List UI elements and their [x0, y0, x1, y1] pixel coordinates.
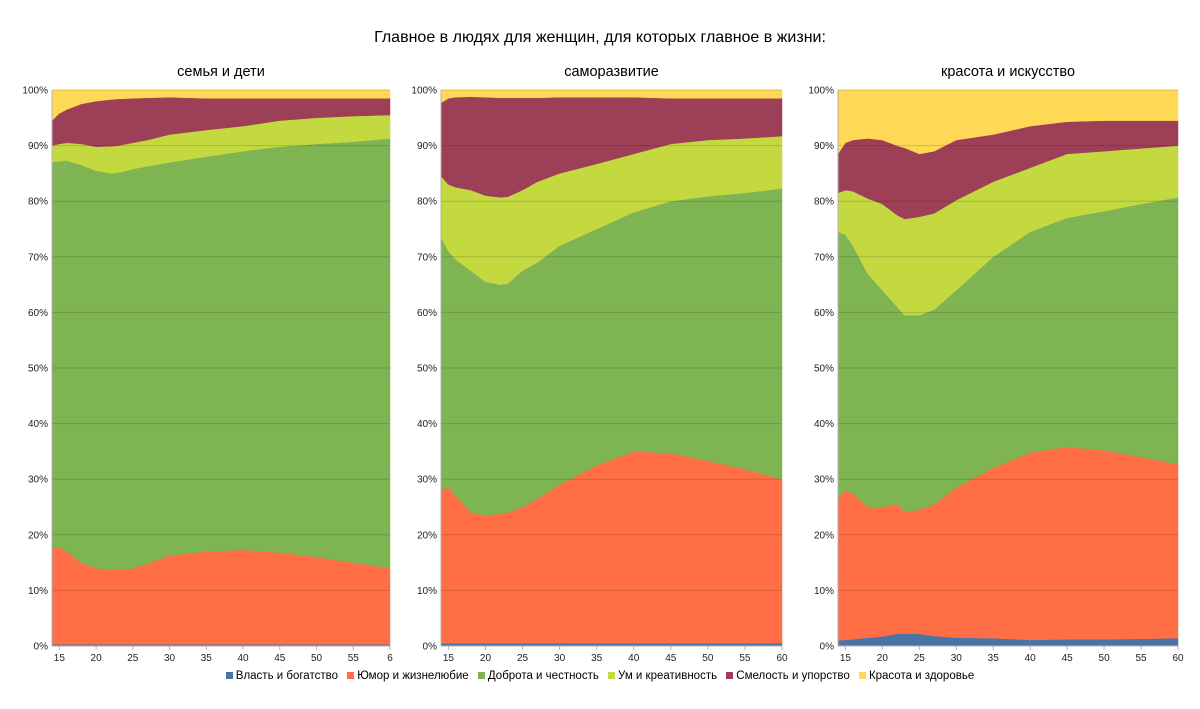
x-tick-label: 20 [91, 653, 103, 664]
legend-swatch [225, 672, 233, 679]
area-series-6 [440, 89, 783, 104]
legend-item-power: Власть и богатство [225, 670, 338, 682]
y-tick-label: 70% [417, 252, 437, 263]
x-tick-label: 6 [387, 653, 393, 664]
legend-label: Юмор и жизнелюбие [357, 670, 469, 682]
x-tick-label: 15 [443, 653, 455, 664]
legend-item-mind: Ум и креативность [608, 670, 717, 682]
x-tick-label: 50 [702, 653, 714, 664]
y-tick-label: 80% [28, 197, 48, 208]
y-tick-label: 10% [28, 586, 48, 597]
y-tick-label: 70% [814, 252, 834, 263]
legend-item-courage: Смелость и упорство [726, 670, 850, 682]
y-tick-label: 60% [28, 308, 48, 319]
chart-title: семья и дети [177, 64, 265, 80]
y-tick-label: 40% [417, 419, 437, 430]
x-tick-label: 20 [480, 653, 492, 664]
y-tick-label: 10% [417, 586, 437, 597]
y-tick-label: 80% [417, 197, 437, 208]
x-tick-label: 55 [1135, 653, 1147, 664]
legend-swatch [858, 672, 866, 679]
x-tick-label: 15 [54, 653, 66, 664]
legend-swatch [608, 672, 616, 679]
legend-swatch [477, 672, 485, 679]
y-tick-label: 30% [417, 475, 437, 486]
y-tick-label: 100% [808, 86, 834, 97]
legend-item-kindness: Доброта и честность [477, 670, 599, 682]
y-tick-label: 40% [814, 419, 834, 430]
area-series-3 [51, 138, 391, 571]
y-tick-label: 80% [814, 197, 834, 208]
y-tick-label: 70% [28, 252, 48, 263]
x-tick-label: 40 [628, 653, 640, 664]
legend-label: Власть и богатство [235, 670, 338, 682]
x-tick-label: 20 [877, 653, 889, 664]
x-tick-label: 60 [1172, 653, 1184, 664]
x-tick-label: 35 [988, 653, 1000, 664]
legend-item-humor: Юмор и жизнелюбие [347, 670, 469, 682]
y-tick-label: 20% [417, 530, 437, 541]
x-tick-label: 60 [776, 653, 788, 664]
y-tick-label: 0% [34, 642, 49, 653]
y-tick-label: 20% [28, 530, 48, 541]
y-tick-label: 40% [28, 419, 48, 430]
y-tick-label: 90% [28, 141, 48, 152]
y-tick-label: 100% [411, 86, 437, 97]
x-tick-label: 45 [274, 653, 286, 664]
y-tick-label: 90% [417, 141, 437, 152]
x-tick-label: 50 [311, 653, 323, 664]
y-tick-label: 20% [814, 530, 834, 541]
x-tick-label: 35 [591, 653, 603, 664]
y-tick-label: 60% [814, 308, 834, 319]
x-tick-label: 30 [951, 653, 963, 664]
x-tick-label: 15 [840, 653, 852, 664]
y-tick-label: 30% [28, 475, 48, 486]
y-tick-label: 50% [417, 364, 437, 375]
y-tick-label: 10% [814, 586, 834, 597]
area-series-6 [51, 89, 391, 122]
y-tick-label: 50% [28, 364, 48, 375]
legend-swatch [347, 672, 355, 679]
y-tick-label: 50% [814, 364, 834, 375]
chart-title: красота и искусство [941, 64, 1075, 80]
legend-swatch [726, 672, 734, 679]
x-tick-label: 35 [201, 653, 213, 664]
x-tick-label: 30 [164, 653, 176, 664]
legend-label: Красота и здоровье [868, 670, 975, 682]
legend-label: Смелость и упорство [736, 670, 850, 682]
y-tick-label: 90% [814, 141, 834, 152]
y-tick-label: 100% [22, 86, 48, 97]
area-series-6 [837, 89, 1179, 155]
legend-item-beauty: Красота и здоровье [858, 670, 975, 682]
chart-title: саморазвитие [564, 64, 659, 80]
legend-label: Ум и креативность [618, 670, 718, 682]
y-tick-label: 60% [417, 308, 437, 319]
x-tick-label: 45 [1062, 653, 1074, 664]
y-tick-label: 30% [814, 475, 834, 486]
x-tick-label: 40 [237, 653, 249, 664]
legend: Власть и богатство Юмор и жизнелюбие Доб… [0, 670, 1200, 682]
x-tick-label: 40 [1025, 653, 1037, 664]
x-tick-label: 25 [914, 653, 926, 664]
y-tick-label: 0% [423, 642, 438, 653]
y-tick-label: 0% [820, 642, 835, 653]
x-tick-label: 55 [739, 653, 751, 664]
x-tick-label: 30 [554, 653, 566, 664]
x-tick-label: 55 [348, 653, 360, 664]
x-tick-label: 25 [517, 653, 529, 664]
legend-label: Доброта и честность [487, 670, 599, 682]
x-tick-label: 50 [1099, 653, 1111, 664]
main-title: Главное в людях для женщин, для которых … [374, 29, 826, 46]
x-tick-label: 25 [127, 653, 139, 664]
x-tick-label: 45 [665, 653, 677, 664]
